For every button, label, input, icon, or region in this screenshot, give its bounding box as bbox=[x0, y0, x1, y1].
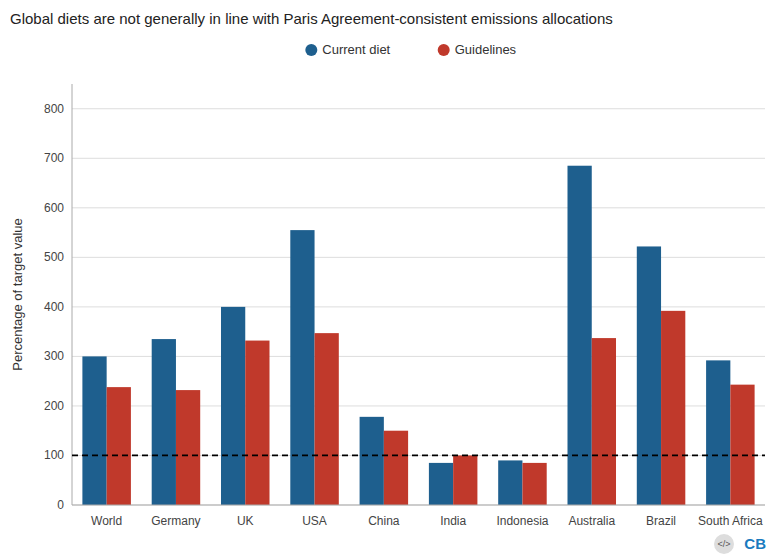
bar bbox=[592, 338, 616, 505]
bar bbox=[152, 339, 176, 505]
x-tick-label: China bbox=[368, 514, 400, 528]
legend-marker bbox=[438, 44, 450, 56]
legend: Current diet Guidelines bbox=[305, 42, 516, 57]
bar bbox=[661, 311, 685, 505]
bar bbox=[637, 246, 661, 505]
legend-label: Current diet bbox=[322, 42, 390, 57]
bar bbox=[360, 417, 384, 505]
x-tick-label: UK bbox=[237, 514, 254, 528]
grid-line bbox=[72, 108, 765, 109]
legend-label: Guidelines bbox=[455, 42, 517, 57]
x-tick-label: World bbox=[91, 514, 122, 528]
chart: Global diets are not generally in line w… bbox=[0, 0, 780, 559]
bar bbox=[290, 230, 314, 505]
legend-marker bbox=[305, 44, 317, 56]
bar bbox=[522, 463, 546, 505]
annotation: </> bbox=[717, 539, 730, 549]
bar bbox=[245, 341, 269, 505]
title: Global diets are not generally in line w… bbox=[10, 10, 613, 27]
grid-line bbox=[72, 207, 765, 208]
y-tick-label: 700 bbox=[44, 151, 64, 165]
bar bbox=[429, 463, 453, 505]
bar bbox=[384, 431, 408, 505]
y-tick-label: 600 bbox=[44, 201, 64, 215]
y-axis-label: Percentage of target value bbox=[10, 218, 25, 371]
bar bbox=[315, 333, 339, 505]
bar bbox=[453, 455, 477, 505]
y-tick-label: 800 bbox=[44, 102, 64, 116]
y-tick-label: 200 bbox=[44, 399, 64, 413]
y-tick-label: 300 bbox=[44, 349, 64, 363]
bar bbox=[107, 387, 131, 505]
x-tick-label: Australia bbox=[568, 514, 615, 528]
y-tick-label: 100 bbox=[44, 448, 64, 462]
bar bbox=[567, 166, 591, 505]
y-tick-label: 500 bbox=[44, 250, 64, 264]
bar bbox=[221, 307, 245, 505]
bar bbox=[82, 356, 106, 505]
bar bbox=[706, 360, 730, 505]
bar bbox=[498, 460, 522, 505]
y-tick-label: 400 bbox=[44, 300, 64, 314]
annotation-icon bbox=[714, 534, 734, 554]
x-tick-label: Germany bbox=[151, 514, 200, 528]
x-tick-label: USA bbox=[302, 514, 327, 528]
x-tick-label: Brazil bbox=[646, 514, 676, 528]
y-tick-label: 0 bbox=[57, 498, 64, 512]
bar bbox=[176, 390, 200, 505]
annotation: CB bbox=[744, 535, 766, 552]
x-tick-label: Indonesia bbox=[496, 514, 548, 528]
x-tick-label: South Africa bbox=[698, 514, 763, 528]
x-tick-label: India bbox=[440, 514, 466, 528]
grid-line bbox=[72, 505, 765, 506]
y-axis-line bbox=[72, 84, 73, 505]
bar bbox=[730, 385, 754, 505]
reference-line bbox=[72, 455, 765, 457]
x-axis-line bbox=[72, 505, 765, 506]
grid-line bbox=[72, 158, 765, 159]
bars bbox=[82, 166, 754, 505]
